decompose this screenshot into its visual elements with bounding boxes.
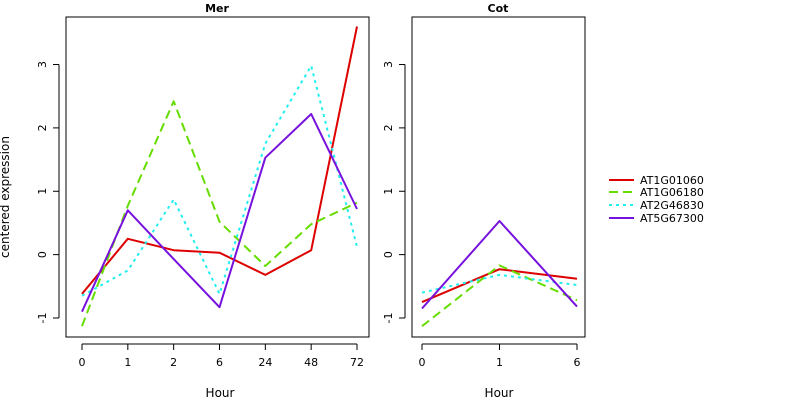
legend-entry: AT2G46830 bbox=[609, 199, 704, 212]
legend-entry: AT1G01060 bbox=[609, 174, 704, 187]
y-tick-label: -1 bbox=[36, 313, 49, 324]
y-tick-label: 2 bbox=[382, 124, 395, 131]
plot-frame-cot bbox=[411, 16, 586, 338]
panel-title-mer: Mer bbox=[205, 2, 229, 15]
series-line bbox=[421, 273, 578, 294]
y-axis-label: centered expression bbox=[0, 136, 12, 258]
x-tick-label: 0 bbox=[79, 356, 86, 369]
y-tick-label: 2 bbox=[36, 124, 49, 131]
panel-title-cot: Cot bbox=[488, 2, 509, 15]
series-line bbox=[421, 220, 578, 310]
x-tick-label: 72 bbox=[350, 356, 364, 369]
axes-cot: 0 1 6 -1 0 1 2 3 bbox=[382, 61, 581, 369]
x-axis-label-cot: Hour bbox=[485, 386, 514, 400]
series-line bbox=[81, 64, 358, 297]
x-axis-label-mer: Hour bbox=[206, 386, 235, 400]
x-tick-label: 1 bbox=[124, 356, 131, 369]
x-tick-label: 1 bbox=[496, 356, 503, 369]
y-tick-label: 0 bbox=[382, 251, 395, 258]
y-tick-label: 1 bbox=[36, 188, 49, 195]
legend-entry: AT5G67300 bbox=[609, 212, 704, 225]
y-tick-label: 3 bbox=[36, 61, 49, 68]
plot-frame-mer bbox=[65, 16, 370, 338]
legend: AT1G01060 AT1G06180 AT2G46830 AT5G67300 bbox=[609, 174, 704, 225]
legend-entry: AT1G06180 bbox=[609, 186, 704, 199]
y-tick-label: -1 bbox=[382, 313, 395, 324]
series-line bbox=[421, 264, 578, 327]
x-tick-label: 0 bbox=[419, 356, 426, 369]
series-lines-cot bbox=[421, 220, 578, 327]
x-tick-label: 2 bbox=[170, 356, 177, 369]
legend-label: AT2G46830 bbox=[640, 199, 704, 212]
legend-label: AT1G01060 bbox=[640, 174, 704, 187]
y-tick-label: 1 bbox=[382, 188, 395, 195]
series-line bbox=[81, 26, 358, 295]
series-line bbox=[421, 268, 578, 304]
y-tick-label: 0 bbox=[36, 251, 49, 258]
x-tick-label: 6 bbox=[216, 356, 223, 369]
legend-label: AT5G67300 bbox=[640, 212, 704, 225]
x-tick-label: 24 bbox=[258, 356, 272, 369]
series-lines-mer bbox=[81, 26, 358, 327]
series-line bbox=[81, 113, 358, 313]
axes-mer: 0 1 2 6 24 48 72 -1 0 1 2 3 bbox=[36, 61, 364, 369]
series-line bbox=[81, 100, 358, 327]
y-tick-label: 3 bbox=[382, 61, 395, 68]
panel-cot: Cot Hour 0 1 6 -1 0 1 2 3 bbox=[382, 2, 586, 400]
panel-mer: Mer Hour centered expression 0 1 2 6 24 48 72 -… bbox=[0, 2, 370, 400]
legend-label: AT1G06180 bbox=[640, 186, 704, 199]
x-tick-label: 48 bbox=[304, 356, 318, 369]
x-tick-label: 6 bbox=[574, 356, 581, 369]
